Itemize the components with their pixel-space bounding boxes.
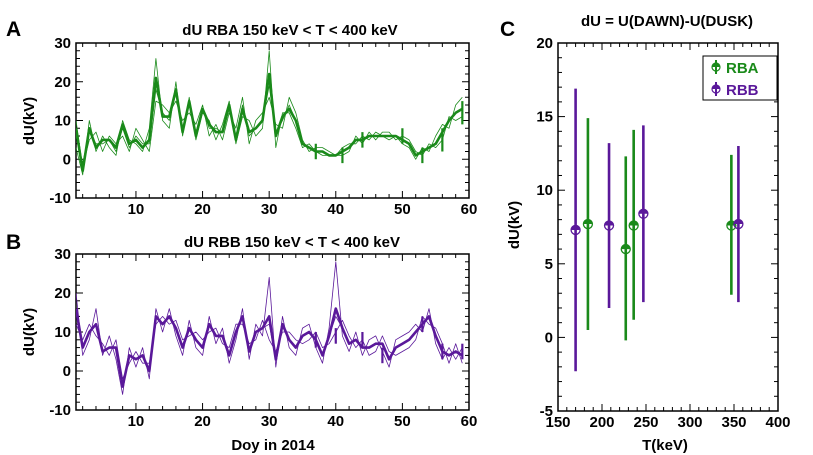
panel-a-ytick-label: 20 xyxy=(54,74,71,91)
panel-c-frame xyxy=(557,42,779,412)
panel-c-xtick-label: 150 xyxy=(545,414,570,431)
panel-b-xtick-label: 60 xyxy=(461,413,478,430)
panel-c-xlabel: T(keV) xyxy=(642,437,688,454)
panel-a-xtick-label: 60 xyxy=(461,201,478,218)
panel-c-xtick-label: 200 xyxy=(589,414,614,431)
panel-b-xtick-label: 20 xyxy=(194,413,211,430)
panel-a-ytick-label: -10 xyxy=(49,190,71,207)
panel-a-xtick-label: 30 xyxy=(261,201,278,218)
panel-a-xtick-label: 10 xyxy=(128,201,145,218)
panel-a-xtick-label: 40 xyxy=(327,201,344,218)
panel-c-ylabel: dU(kV) xyxy=(506,201,523,249)
panel-a-lines xyxy=(76,50,464,176)
panel-label-a: A xyxy=(6,18,21,41)
legend-marker-rbb xyxy=(711,84,721,94)
panel-b-xlabel: Doy in 2014 xyxy=(231,437,315,454)
panel-b-ytick-label: 10 xyxy=(54,324,71,341)
panel-b-xtick-label: 40 xyxy=(327,413,344,430)
panel-b-lines xyxy=(76,261,464,395)
panel-b-series-line xyxy=(76,307,463,388)
panel-c-marker-rbb xyxy=(570,224,581,236)
legend-marker-rba xyxy=(711,62,721,72)
panel-b-xtick-label: 50 xyxy=(394,413,411,430)
panel-a-ytick-label: 10 xyxy=(54,113,71,130)
legend-label-rbb: RBB xyxy=(726,82,759,99)
panel-c-xtick-label: 400 xyxy=(765,414,790,431)
panel-label-b: B xyxy=(6,231,21,254)
panel-a-ytick-label: 30 xyxy=(54,35,71,52)
panel-c-marker-rbb xyxy=(603,220,615,231)
panel-a-xtick-label: 50 xyxy=(394,201,411,218)
panel-a-frame xyxy=(75,42,470,199)
panel-a-ytick-label: 0 xyxy=(63,151,71,168)
legend-label-rba: RBA xyxy=(726,60,759,77)
panel-c-marker-rba xyxy=(726,220,737,231)
panel-c-xtick-label: 250 xyxy=(633,414,658,431)
panel-b-ylabel: dU(kV) xyxy=(21,308,38,356)
panel-c-marker-rba xyxy=(582,218,594,230)
panel-b-ytick-label: 20 xyxy=(54,285,71,302)
panel-c-marker-rba xyxy=(620,243,631,255)
panel-b-ytick-label: 0 xyxy=(63,363,71,380)
panel-c-ytick-label: -5 xyxy=(540,403,553,420)
panel-a-title: dU RBA 150 keV < T < 400 keV xyxy=(182,22,397,39)
panel-a-series-line xyxy=(76,72,463,173)
panel-a-plot: 10 20 30 40 50 60 -10 0 10 20 30 xyxy=(49,35,477,218)
panel-c-ytick-label: 10 xyxy=(536,182,553,199)
panel-b-xtick-label: 10 xyxy=(128,413,145,430)
panel-c-legend: RBA RBB xyxy=(702,55,778,101)
panel-a-series-line xyxy=(76,50,463,176)
panel-c-marker-rbb xyxy=(733,218,744,230)
panel-c-ytick-label: 15 xyxy=(536,109,553,126)
panel-b-plot: 10 20 30 40 50 60 -10 0 10 20 30 xyxy=(49,246,477,430)
panel-c-ytick-label: 5 xyxy=(545,256,553,273)
panel-b-ytick-label: -10 xyxy=(49,402,71,419)
panel-b-series-line xyxy=(76,315,463,380)
panel-a-xtick-label: 20 xyxy=(194,201,211,218)
panel-c-title: dU = U(DAWN)-U(DUSK) xyxy=(581,13,753,30)
panel-c-xtick-label: 350 xyxy=(721,414,746,431)
panel-c-ytick-label: 0 xyxy=(545,329,553,346)
panel-c-xtick-label: 300 xyxy=(677,414,702,431)
panel-c-marker-rba xyxy=(628,220,639,231)
panel-c-plot: 150 200 250 300 350 400 -5 0 5 10 15 20 xyxy=(536,35,790,431)
panel-b-xtick-label: 30 xyxy=(261,413,278,430)
panel-b-ytick-label: 30 xyxy=(54,246,71,263)
panel-a-ylabel: dU(kV) xyxy=(21,97,38,145)
panel-label-c: C xyxy=(500,18,515,41)
panel-c-ytick-label: 20 xyxy=(536,35,553,52)
panel-b-title: dU RBB 150 keV < T < 400 keV xyxy=(184,234,400,251)
panel-b-series-line xyxy=(76,261,463,395)
panel-c-marker-rbb xyxy=(638,208,649,219)
panel-a-series-line xyxy=(76,96,463,168)
